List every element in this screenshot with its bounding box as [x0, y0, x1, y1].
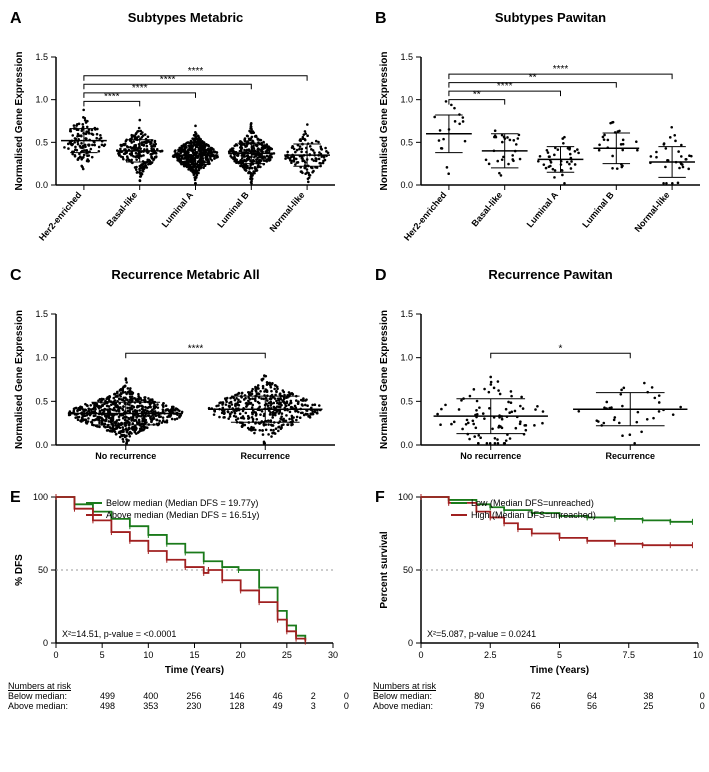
svg-text:Basal-like: Basal-like [105, 190, 140, 229]
svg-text:1.0: 1.0 [35, 353, 48, 363]
svg-text:1.0: 1.0 [35, 95, 48, 105]
svg-text:No recurrence: No recurrence [95, 451, 156, 461]
svg-text:0.0: 0.0 [400, 440, 413, 450]
svg-text:Luminal A: Luminal A [160, 189, 196, 229]
svg-text:Normalised Gene Expression: Normalised Gene Expression [14, 52, 25, 191]
svg-text:25: 25 [282, 650, 292, 660]
svg-text:30: 30 [328, 650, 338, 660]
panel-title: Recurrence Pawitan [373, 267, 709, 282]
svg-text:1.0: 1.0 [400, 353, 413, 363]
panel-d: DRecurrence Pawitan 0.0 0.5 1.0 1.5 Normalise… [373, 265, 709, 481]
svg-text:0: 0 [53, 650, 58, 660]
svg-text:Normalised Gene Expression: Normalised Gene Expression [14, 310, 25, 449]
numbers-at-risk-table: Numbers at riskBelow median:807264380Abo… [373, 681, 709, 711]
panel-letter: E [10, 489, 21, 507]
panel-f: F 0 50 100 0 2.5 5 7.5 10 Percent survival Time (Y… [373, 487, 709, 711]
svg-text:Normalised Gene Expression: Normalised Gene Expression [379, 52, 390, 191]
svg-text:% DFS: % DFS [14, 554, 25, 586]
svg-text:10: 10 [693, 650, 703, 660]
panel-title: Subtypes Pawitan [373, 10, 709, 25]
panel-c: CRecurrence Metabric All 0.0 0.5 1.0 1.5 Norm… [8, 265, 363, 481]
svg-text:0.5: 0.5 [400, 137, 413, 147]
panel-title: Subtypes Metabric [8, 10, 363, 25]
svg-text:0.5: 0.5 [35, 396, 48, 406]
svg-text:7.5: 7.5 [622, 650, 635, 660]
svg-text:****: **** [553, 64, 569, 75]
svg-text:High (Median DFS=unreached): High (Median DFS=unreached) [471, 510, 596, 520]
panel-a: ASubtypes Metabric 0.0 0.5 1.0 1.5 Normalised… [8, 8, 363, 259]
svg-text:Recurrence: Recurrence [605, 451, 655, 461]
svg-text:1.5: 1.5 [35, 52, 48, 62]
svg-text:Low (Median DFS=unreached): Low (Median DFS=unreached) [471, 498, 594, 508]
panel-letter: D [375, 267, 387, 285]
svg-text:****: **** [188, 66, 204, 77]
svg-text:Below median (Median DFS = 19.: Below median (Median DFS = 19.77y) [106, 498, 258, 508]
svg-text:Her2-enriched: Her2-enriched [37, 190, 84, 243]
svg-text:Above median (Median DFS = 16.: Above median (Median DFS = 16.51y) [106, 510, 259, 520]
panel-title: Recurrence Metabric All [8, 267, 363, 282]
svg-text:50: 50 [403, 565, 413, 575]
svg-text:X²=14.51, p-value = <0.0001: X²=14.51, p-value = <0.0001 [62, 629, 176, 639]
svg-text:20: 20 [236, 650, 246, 660]
svg-text:0: 0 [418, 650, 423, 660]
svg-text:Recurrence: Recurrence [240, 451, 290, 461]
svg-text:100: 100 [398, 492, 413, 502]
panel-letter: A [10, 10, 22, 28]
svg-text:Luminal A: Luminal A [525, 189, 561, 229]
panel-letter: F [375, 489, 385, 507]
svg-text:50: 50 [38, 565, 48, 575]
svg-text:100: 100 [33, 492, 48, 502]
svg-text:0.0: 0.0 [35, 440, 48, 450]
numbers-at-risk-table: Numbers at riskBelow median:499400256146… [8, 681, 363, 711]
svg-text:0: 0 [43, 638, 48, 648]
svg-text:Luminal B: Luminal B [580, 189, 616, 229]
panel-letter: B [375, 10, 387, 28]
svg-text:1.5: 1.5 [400, 52, 413, 62]
figure-grid: ASubtypes Metabric 0.0 0.5 1.0 1.5 Normalised… [8, 8, 701, 711]
svg-text:Time (Years): Time (Years) [165, 665, 224, 676]
svg-text:2.5: 2.5 [484, 650, 497, 660]
svg-text:Time (Years): Time (Years) [530, 665, 589, 676]
svg-text:0.5: 0.5 [400, 396, 413, 406]
svg-text:Normalised Gene Expression: Normalised Gene Expression [379, 310, 390, 449]
svg-text:Percent survival: Percent survival [379, 531, 390, 608]
svg-text:0.0: 0.0 [400, 180, 413, 190]
svg-text:Basal-like: Basal-like [470, 190, 505, 229]
svg-text:Her2-enriched: Her2-enriched [402, 190, 449, 243]
svg-text:0.5: 0.5 [35, 137, 48, 147]
panel-b: BSubtypes Pawitan 0.0 0.5 1.0 1.5 Normalised … [373, 8, 709, 259]
svg-text:0.0: 0.0 [35, 180, 48, 190]
svg-text:****: **** [188, 343, 204, 354]
panel-e: E 0 50 100 0 5 10 15 20 25 30 % DFS Time (Years) Belo… [8, 487, 363, 711]
svg-text:Luminal B: Luminal B [215, 189, 251, 229]
svg-text:15: 15 [189, 650, 199, 660]
svg-text:5: 5 [100, 650, 105, 660]
svg-text:0: 0 [408, 638, 413, 648]
svg-text:1.5: 1.5 [400, 309, 413, 319]
svg-text:X²=5.087, p-value = 0.0241: X²=5.087, p-value = 0.0241 [427, 629, 536, 639]
svg-text:1.0: 1.0 [400, 95, 413, 105]
svg-text:5: 5 [557, 650, 562, 660]
svg-text:No recurrence: No recurrence [460, 451, 521, 461]
panel-letter: C [10, 267, 22, 285]
svg-text:1.5: 1.5 [35, 309, 48, 319]
svg-text:Normal-like: Normal-like [632, 190, 671, 234]
svg-text:Normal-like: Normal-like [267, 190, 306, 234]
svg-text:*: * [559, 343, 563, 354]
svg-text:10: 10 [143, 650, 153, 660]
